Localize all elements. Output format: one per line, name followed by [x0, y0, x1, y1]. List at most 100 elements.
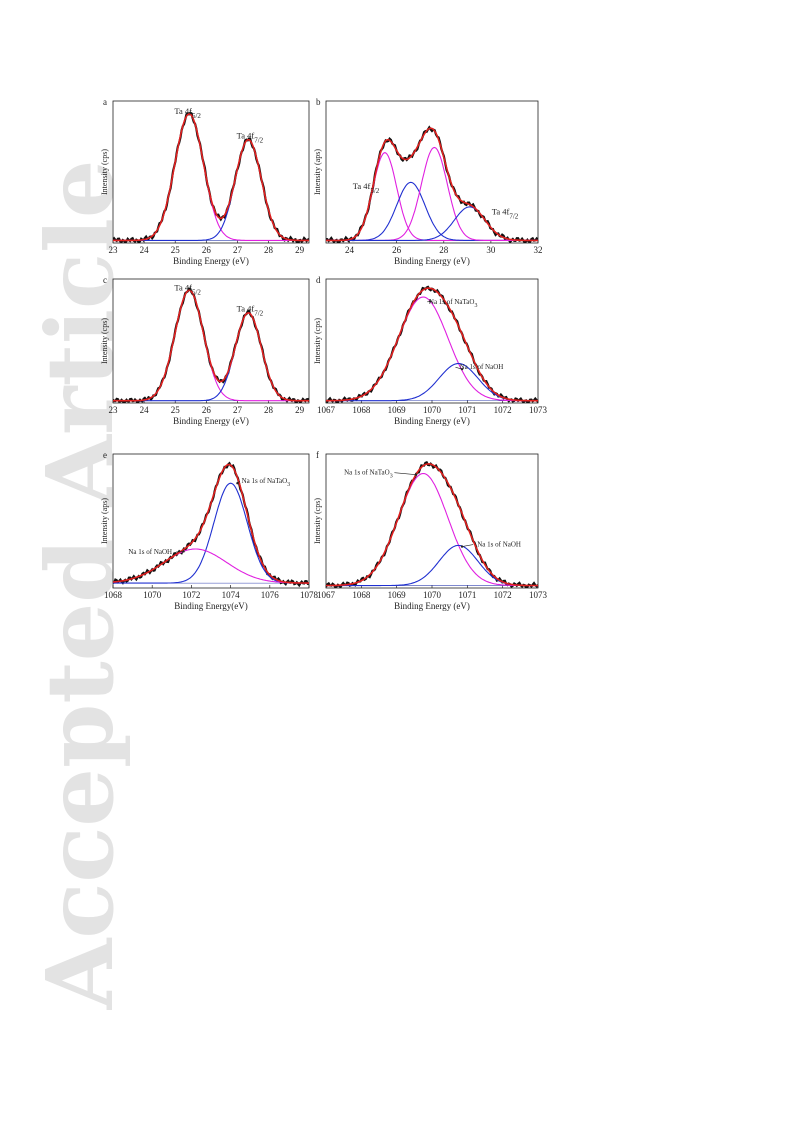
x-tick-label: 28 [439, 245, 449, 255]
chart-c: c Intensity (cps) 23 24 25 26 27 28 29 Binding En… [100, 275, 310, 426]
peak-label: Na 1s of NaOH [477, 541, 521, 549]
component-peak-line-0 [326, 296, 538, 402]
chart-e: e Intensity (aps) 1068 1070 1072 1074 1076 1078… [100, 450, 319, 611]
raw-data-line [113, 111, 309, 243]
plot-area [113, 461, 309, 588]
plot-frame [112, 453, 310, 589]
component-peak-line-0 [113, 289, 309, 402]
x-tick-label: 26 [392, 245, 402, 255]
panel-letter: c [103, 275, 107, 285]
panel-letter: a [103, 97, 107, 107]
panel-letter: b [316, 97, 321, 107]
peak-label: Na 1s of NaOH [128, 548, 172, 556]
component-peak-line-1 [326, 362, 538, 402]
plot-frame [112, 100, 310, 244]
panel-e: e Intensity (aps) 1068 1070 1072 1074 1076 1078… [95, 448, 320, 628]
y-axis-label: Intensity (cps) [313, 318, 322, 364]
x-tick-label: 23 [109, 405, 119, 415]
fit-envelope-line [113, 113, 309, 242]
peak-label: Ta 4f7/2 [237, 304, 264, 318]
panel-a: a Intensity (cps) 23 24 25 26 27 28 29 Binding En… [95, 95, 320, 280]
x-tick-label: 24 [140, 245, 150, 255]
x-tick-label: 1073 [529, 590, 548, 600]
y-axis-label: Intensity (aps) [100, 498, 109, 544]
chart-f: f Intensity (cps) 1067 1068 1069 1070 1071 1072… [313, 450, 548, 611]
fit-envelope-line [113, 463, 309, 584]
x-tick-label: 1068 [352, 590, 371, 600]
peak-label: Ta 4f5/2 [174, 282, 201, 296]
panel-f: f Intensity (cps) 1067 1068 1069 1070 1071 1072… [312, 448, 548, 628]
panel-d: d Intensity (cps) 1067 1068 1069 1070 1071 1072… [312, 275, 548, 440]
y-axis-label: Intensity (cps) [100, 318, 109, 364]
plot-area [326, 461, 538, 588]
panel-letter: e [103, 450, 107, 460]
raw-data-line [113, 287, 309, 403]
component-peak-line-0 [113, 482, 309, 584]
x-tick-label: 1072 [494, 405, 512, 415]
arrow-head [414, 473, 418, 476]
x-tick-label: 1074 [222, 590, 241, 600]
y-axis-label: Intensity (cps) [313, 498, 322, 544]
annotation-arrow [461, 544, 474, 547]
x-tick-label: 26 [202, 405, 212, 415]
x-tick-label: 1069 [388, 405, 407, 415]
x-axis-label: Binding Energy (eV) [394, 256, 470, 266]
component-peak-line-0 [326, 472, 538, 587]
component-peak-line-1 [113, 312, 309, 402]
x-tick-label: 1068 [104, 590, 123, 600]
x-axis-label: Binding Energy (eV) [394, 416, 470, 426]
peak-label: Ta 4f5/2 [174, 106, 201, 120]
panel-b: b Intensity (aps) 24 26 28 30 32 Binding Energy… [312, 95, 543, 280]
x-axis-label: Binding Energy (eV) [173, 256, 249, 266]
panel-letter: d [316, 275, 321, 285]
peak-label: Na 1s of NaTaO3 [344, 469, 393, 480]
x-tick-label: 28 [264, 405, 274, 415]
x-tick-label: 1068 [352, 405, 371, 415]
peak-label: Ta 4f5/2 [353, 181, 380, 195]
plot-frame [325, 100, 539, 244]
peak-label: Na 1s of NaOH [460, 363, 504, 371]
arrow-head [460, 545, 464, 548]
component-peak-line-2 [326, 146, 538, 241]
x-axis-label: Binding Energy (eV) [394, 601, 470, 611]
plot-area [326, 285, 538, 403]
chart-d: d Intensity (cps) 1067 1068 1069 1070 1071 1072… [313, 275, 548, 426]
fit-envelope-line [326, 463, 538, 587]
x-tick-label: 1070 [423, 590, 442, 600]
x-tick-label: 24 [140, 405, 150, 415]
x-axis-label: Binding Energy (eV) [173, 416, 249, 426]
plot-area [326, 125, 538, 243]
arrow-head [460, 367, 464, 371]
peak-label: Na 1s of NaTaO3 [242, 477, 291, 488]
chart-b: b Intensity (aps) 24 26 28 30 32 Binding Energy… [313, 97, 543, 266]
fit-envelope-line [326, 127, 538, 242]
x-tick-label: 1072 [494, 590, 512, 600]
x-tick-label: 1071 [458, 590, 476, 600]
plot-area [113, 287, 309, 403]
x-axis-label: Binding Energy(eV) [174, 601, 248, 611]
arrow-head [236, 482, 239, 485]
x-tick-label: 1078 [300, 590, 319, 600]
fit-envelope-line [326, 287, 538, 402]
plot-frame [112, 278, 310, 404]
annotation-arrow [394, 472, 417, 476]
x-tick-label: 27 [233, 245, 243, 255]
plot-area [113, 111, 309, 243]
x-tick-label: 28 [264, 245, 274, 255]
x-tick-label: 23 [109, 245, 119, 255]
x-tick-label: 29 [295, 245, 305, 255]
x-tick-label: 25 [171, 405, 181, 415]
peak-label: Ta 4f7/2 [237, 130, 264, 144]
peak-label: Ta 4f7/2 [492, 207, 519, 221]
x-tick-label: 24 [345, 245, 355, 255]
x-tick-label: 1072 [182, 590, 200, 600]
component-peak-line-0 [113, 113, 309, 241]
x-tick-label: 1069 [388, 590, 407, 600]
x-tick-label: 1073 [529, 405, 548, 415]
arrow-head [182, 550, 185, 553]
peak-label: Na 1s of NaTaO3 [429, 298, 478, 309]
arrow-head [429, 300, 432, 303]
component-peak-line-0 [326, 152, 538, 241]
x-tick-label: 27 [233, 405, 243, 415]
x-tick-label: 26 [202, 245, 212, 255]
